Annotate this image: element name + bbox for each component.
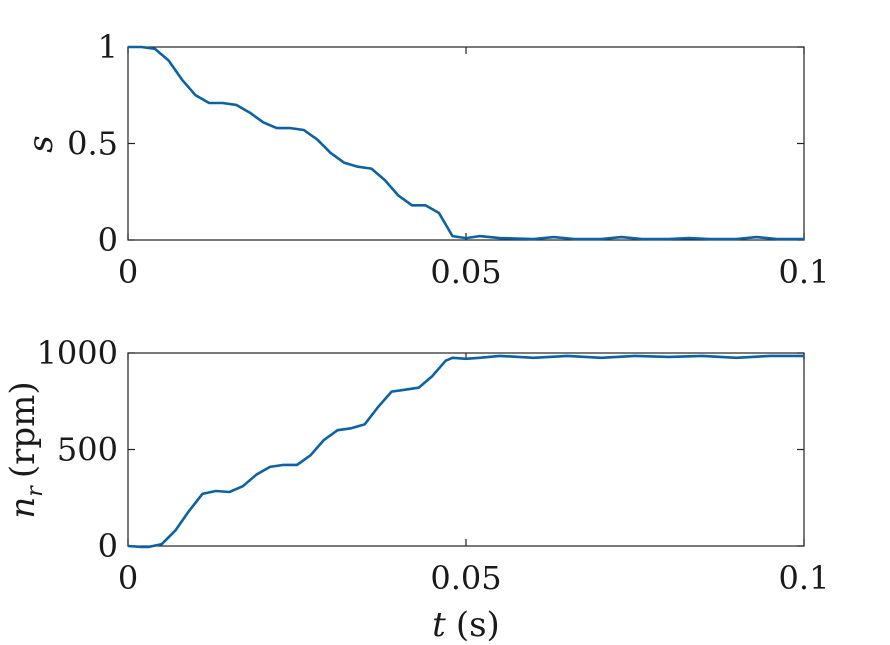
xtick-label: 0.1 (779, 253, 830, 291)
top-series-line (128, 45, 804, 241)
xtick-label: 0 (118, 253, 138, 291)
xtick-label: 0 (118, 559, 138, 597)
ytick-label: 500 (57, 431, 118, 469)
bottom-ylabel-unit: (rpm) (3, 381, 43, 478)
ytick-label: 1000 (37, 334, 118, 372)
bottom-series-line (127, 354, 804, 549)
bottom-tick-marks (127, 352, 805, 547)
ytick-label: 0 (98, 527, 118, 565)
top-ylabel-var: s (21, 135, 61, 152)
top-axes-frame (127, 46, 805, 241)
top-tick-labels: 0 0.05 0.1 0 0.5 1 (67, 28, 829, 291)
bottom-tick-labels: 0 0.05 0.1 0 500 1000 (37, 334, 830, 597)
bottom-ylabel-var: n (3, 497, 43, 519)
bottom-xlabel-var: t (432, 605, 446, 645)
top-tick-marks (127, 46, 805, 241)
bottom-xlabel-unit: (s) (456, 605, 500, 645)
ytick-label: 1 (98, 28, 118, 66)
top-panel: 0 0.05 0.1 0 0.5 1 s (21, 28, 829, 291)
xtick-label: 0.1 (779, 559, 830, 597)
xtick-label: 0.05 (430, 253, 501, 291)
xtick-label: 0.05 (430, 559, 501, 597)
bottom-axes-frame (127, 352, 805, 547)
bottom-ylabel-sub: r (23, 485, 48, 497)
top-ylabel: s (21, 135, 61, 152)
bottom-panel: 0 0.05 0.1 0 500 1000 nr (rpm) t (s) (3, 334, 829, 645)
ytick-label: 0 (98, 221, 118, 259)
bottom-xlabel: t (s) (432, 605, 500, 645)
ytick-label: 0.5 (67, 125, 118, 163)
bottom-ylabel: nr (rpm) (3, 381, 48, 518)
